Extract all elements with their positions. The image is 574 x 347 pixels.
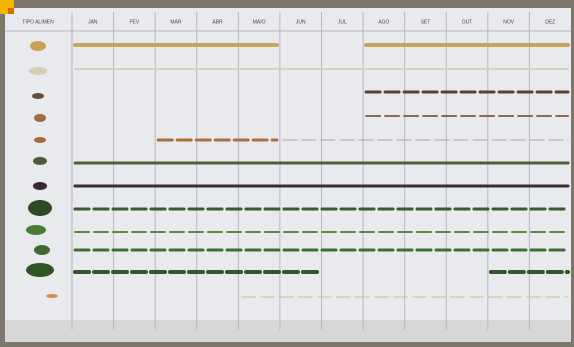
icon (46, 294, 58, 298)
first-column-header: TIPO ALIMEN (22, 19, 54, 25)
icon (33, 157, 47, 165)
month-header: ABR (212, 19, 223, 25)
poster (5, 8, 571, 342)
icon (26, 225, 46, 235)
icon (32, 93, 44, 99)
icon (26, 263, 54, 277)
month-header: JAN (88, 19, 98, 25)
month-header: DEZ (545, 19, 555, 25)
icon (30, 41, 46, 51)
month-header: AGO (378, 19, 389, 25)
month-header: MAR (170, 19, 182, 25)
icon (29, 67, 47, 75)
food-icons (26, 41, 58, 298)
header-row: TIPO ALIMEN JAN FEV MAR ABR MAIO JUN JUL AGO SET… (22, 19, 555, 25)
icon (33, 182, 47, 190)
corner-icon-inner (8, 8, 14, 14)
month-header: NOV (503, 19, 515, 25)
icon (34, 137, 46, 143)
icon (34, 114, 46, 122)
seasonal-strips (73, 43, 570, 298)
month-header: JUL (338, 19, 347, 25)
poster-shadow (5, 320, 571, 342)
month-header: JUN (296, 19, 306, 25)
month-header: OUT (462, 19, 473, 25)
month-header: MAIO (253, 19, 266, 25)
grid (5, 12, 571, 330)
icon (28, 200, 52, 216)
month-header: FEV (130, 19, 140, 25)
icon (34, 245, 50, 255)
month-header: SET (421, 19, 431, 25)
